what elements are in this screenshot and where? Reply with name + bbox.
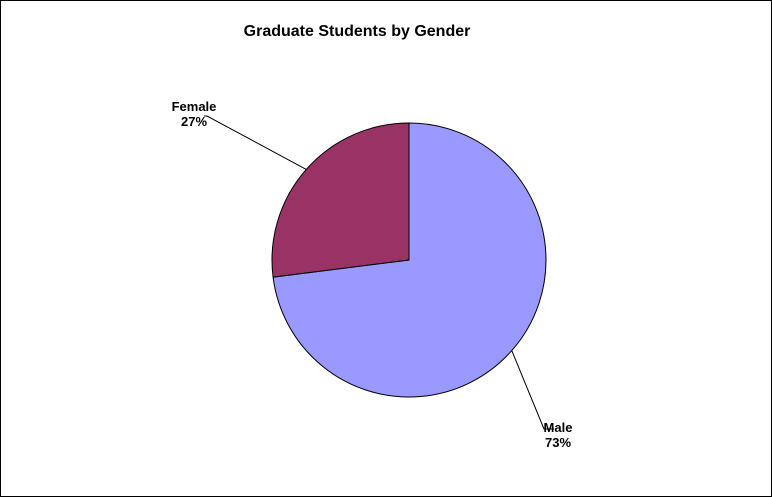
slice-percent-male: 73% [545,435,571,450]
leader-line-male [511,350,554,430]
slice-label-female: Female 27% [172,99,217,129]
pie-slice-male [272,122,547,398]
slice-percent-female: 27% [181,114,207,129]
slice-name-male: Male [544,420,573,435]
pie-slice-female [271,122,410,278]
chart-title: Graduate Students by Gender [243,23,471,40]
slice-name-female: Female [172,99,217,114]
leader-line-female [204,115,307,170]
slice-label-male: Male 73% [544,420,573,450]
